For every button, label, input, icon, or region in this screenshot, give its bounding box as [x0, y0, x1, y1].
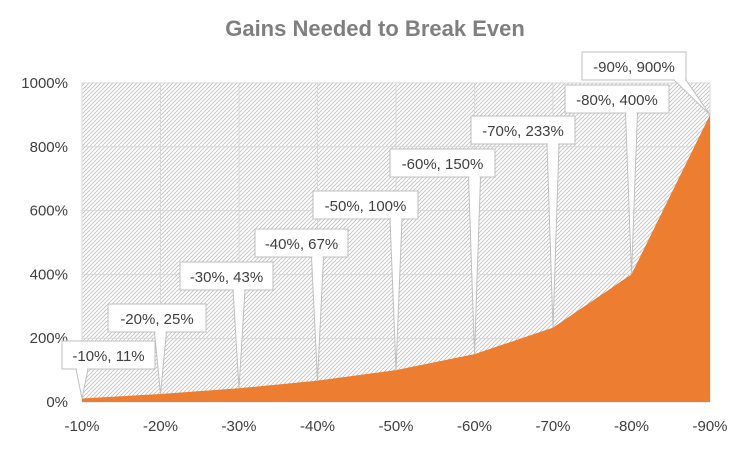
y-axis-ticks: 0% 200% 400% 600% 800% 1000%: [21, 75, 68, 411]
callout-box: [179, 261, 274, 291]
callout-box: [107, 303, 207, 333]
x-tick-label: -80%: [614, 418, 649, 435]
callout-box: [470, 115, 576, 145]
x-tick-label: -20%: [143, 418, 178, 435]
data-label-callout: -50%, 100%: [312, 190, 419, 371]
data-label: -60%, 150%: [402, 156, 484, 173]
x-axis-ticks: -10% -20% -30% -40% -50% -60% -70% -80% -90%: [64, 418, 727, 435]
data-label-callout: -40%, 67%: [254, 228, 349, 381]
y-tick-label: 0%: [46, 394, 68, 411]
data-label: -30%, 43%: [190, 269, 263, 286]
data-label: -10%, 11%: [72, 348, 144, 365]
y-tick-label: 400%: [30, 266, 68, 283]
data-label: -70%, 233%: [482, 123, 564, 140]
callout-box: [389, 148, 496, 178]
x-tick-label: -60%: [457, 418, 492, 435]
callout-box: [581, 51, 687, 81]
y-tick-label: 200%: [30, 330, 68, 347]
callout-box: [61, 340, 156, 370]
y-tick-label: 800%: [30, 139, 68, 156]
data-label: -40%, 67%: [265, 236, 338, 253]
series-area: [82, 114, 710, 403]
x-tick-label: -10%: [64, 418, 99, 435]
callout-box: [564, 84, 670, 114]
data-label: -90%, 900%: [593, 59, 675, 76]
data-label: -50%, 100%: [325, 198, 407, 215]
data-label-callout: -70%, 233%: [470, 115, 576, 328]
y-tick-label: 600%: [30, 203, 68, 220]
x-tick-label: -90%: [692, 418, 727, 435]
area-series-fill: [82, 114, 710, 403]
data-label-callout: -10%, 11%: [61, 340, 156, 399]
x-tick-label: -50%: [378, 418, 413, 435]
data-label-callout: -90%, 900%: [581, 51, 711, 116]
data-label-callout: -60%, 150%: [389, 148, 496, 355]
data-label: -20%, 25%: [120, 311, 193, 328]
data-label-callouts: -10%, 11% -20%, 25% -30%, 43%-40%, 67% -50%…: [61, 51, 711, 399]
x-tick-label: -70%: [535, 418, 570, 435]
chart-title: Gains Needed to Break Even: [225, 16, 525, 41]
x-tick-label: -30%: [221, 418, 256, 435]
data-label: -80%, 400%: [576, 92, 658, 109]
data-label-callout: -30%, 43%: [179, 261, 274, 389]
y-tick-label: 1000%: [21, 75, 68, 92]
data-label-callout: -20%, 25%: [107, 303, 207, 395]
x-tick-label: -40%: [300, 418, 335, 435]
callout-box: [312, 190, 419, 220]
data-label-callout: -80%, 400%: [564, 84, 670, 275]
callout-box: [254, 228, 349, 258]
